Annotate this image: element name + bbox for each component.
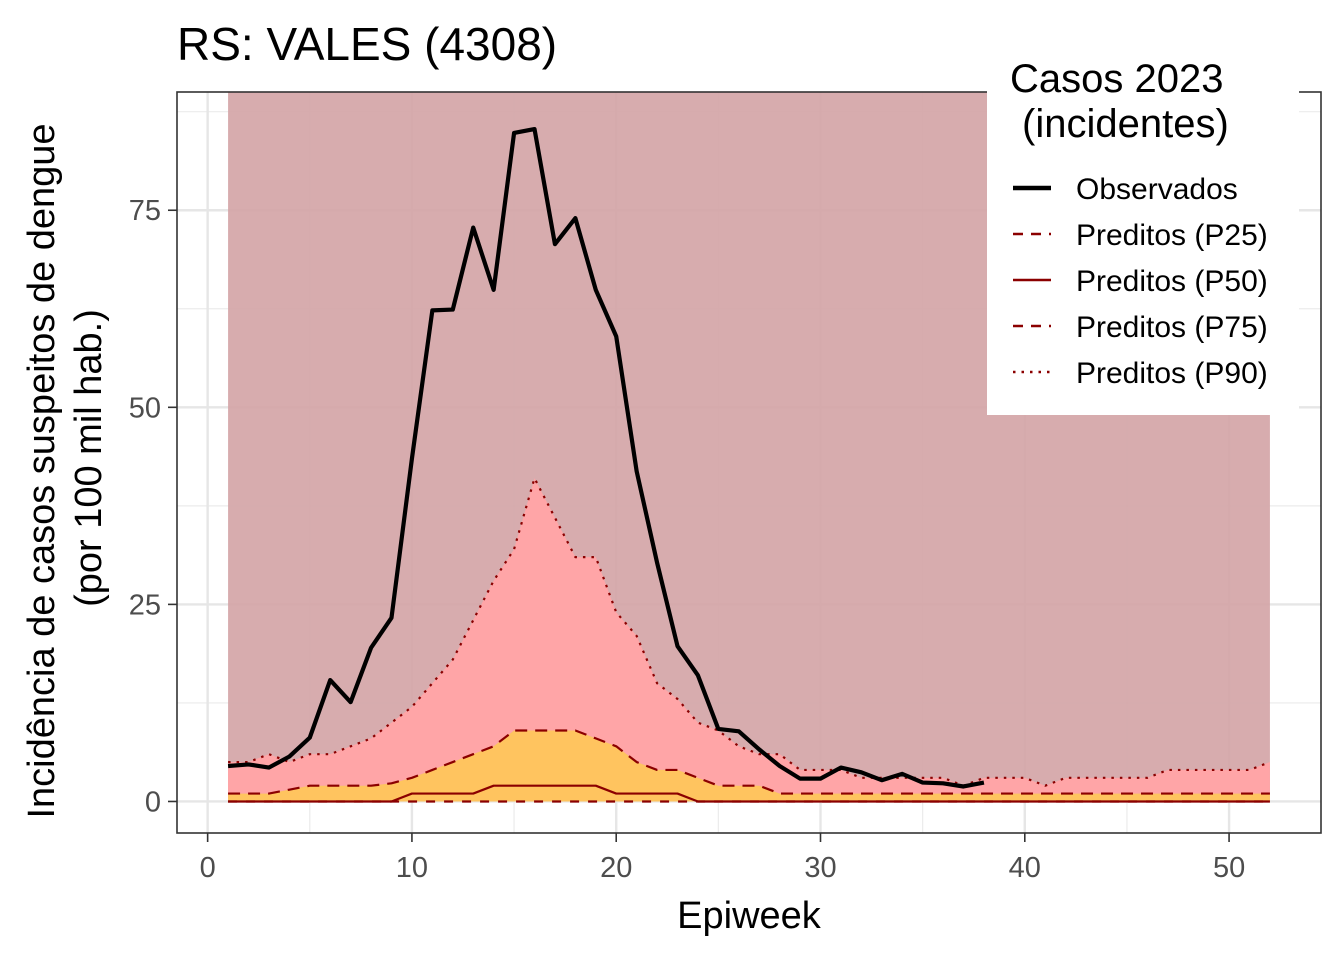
chart-title: RS: VALES (4308) [177,18,557,70]
band-p75-p90 [228,478,1270,794]
legend-title-line1: Casos 2023 [1010,57,1223,101]
legend-title-line2: (incidentes) [1022,102,1229,146]
x-tick-label: 0 [200,852,216,884]
y-tick-label: 75 [129,195,161,227]
x-tick-label: 50 [1213,852,1245,884]
x-axis-ticks: 0 10 20 30 40 50 [200,833,1245,884]
legend-label: Preditos (P90) [1076,357,1268,390]
legend-label: Observados [1076,173,1238,206]
series-line-preditos-p75 [228,729,1270,795]
legend-label: Preditos (P75) [1076,311,1268,344]
x-axis-title: Epiweek [677,895,822,937]
y-axis-title-line1: Incidência de casos suspeitos de dengue [21,123,63,818]
legend: Casos 2023 (incidentes) Observados Predit… [987,55,1299,415]
series-line-observados [227,126,985,789]
y-tick-label: 25 [129,589,161,621]
series-line-preditos-p50 [228,784,1270,803]
y-tick-label: 0 [145,786,161,818]
x-tick-label: 20 [600,852,632,884]
series-line-preditos-p90 [228,477,1271,787]
legend-entries: Observados Preditos (P25) Preditos (P50) Pr… [1013,173,1268,390]
y-axis-ticks: 0 25 50 75 [129,195,177,818]
x-tick-label: 40 [1009,852,1041,884]
legend-label: Preditos (P25) [1076,219,1268,252]
y-axis-title-line2: (por 100 mil hab.) [68,309,110,607]
y-tick-label: 50 [129,392,161,424]
plot-border [176,91,1322,834]
legend-label: Preditos (P50) [1076,265,1268,298]
x-tick-label: 10 [396,852,428,884]
x-tick-label: 30 [804,852,836,884]
